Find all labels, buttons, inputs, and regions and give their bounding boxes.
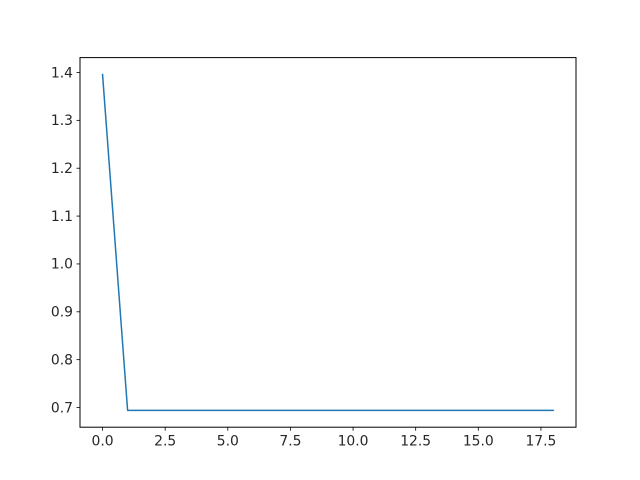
y-tick-label: 1.1	[51, 209, 73, 225]
y-tick-label: 0.7	[51, 400, 73, 416]
data-line	[101, 73, 555, 412]
x-tick-label: 0.0	[91, 434, 113, 450]
x-tick-label: 5.0	[217, 434, 239, 450]
x-tick-label: 2.5	[154, 434, 176, 450]
x-tick-label: 17.5	[525, 434, 556, 450]
plot-frame	[79, 57, 577, 428]
y-tick-label: 0.8	[51, 352, 73, 368]
y-tick-label: 1.4	[51, 65, 73, 81]
y-tick-label: 0.9	[51, 305, 73, 321]
x-tick-label: 7.5	[279, 434, 301, 450]
y-tick-label: 1.3	[51, 113, 73, 129]
axes-background	[80, 57, 576, 428]
y-tick-label: 1.0	[51, 257, 73, 273]
x-tick-label: 15.0	[463, 434, 494, 450]
y-tick-label: 1.2	[51, 161, 73, 177]
x-tick-label: 12.5	[400, 434, 431, 450]
x-tick-label: 10.0	[338, 434, 369, 450]
